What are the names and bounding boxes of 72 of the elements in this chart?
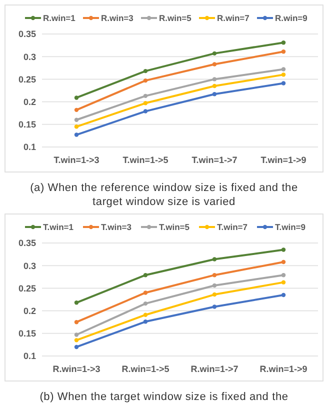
point [143, 301, 148, 306]
y-tick-label: 0.2 [23, 96, 36, 107]
point [281, 248, 286, 252]
point [74, 332, 79, 337]
point [281, 67, 286, 72]
legend-label: T.win=3 [101, 222, 132, 232]
legend-label: R.win=5 [159, 12, 192, 23]
legend-label: T.win=9 [275, 222, 306, 232]
x-tick-label: R.win=1->5 [122, 364, 170, 374]
point [281, 260, 286, 264]
x-tick-label: R.win=1->3 [52, 364, 100, 374]
x-tick-label: T.win=1->7 [192, 155, 238, 165]
point [212, 283, 217, 288]
point [143, 109, 148, 114]
y-tick-label: 0.25 [18, 74, 36, 84]
point [281, 40, 286, 45]
x-tick-label: R.win=1->9 [260, 364, 308, 374]
legend-label: R.win=7 [217, 12, 250, 23]
x-tick-label: R.win=1->7 [190, 364, 238, 374]
legend-label: T.win=7 [217, 222, 248, 232]
y-tick-label: 0.25 [18, 283, 36, 294]
y-tick-label: 0.15 [18, 120, 36, 130]
point [74, 344, 79, 350]
point [212, 77, 217, 82]
point [143, 312, 148, 317]
point [281, 272, 286, 278]
x-tick-label: T.win=1->9 [260, 155, 306, 165]
legend-label: R.win=9 [275, 12, 308, 23]
point [74, 124, 79, 129]
point [281, 50, 286, 54]
x-tick-label: T.win=1->5 [122, 155, 168, 165]
point [212, 304, 217, 309]
point [212, 84, 217, 88]
legend-label: R.win=1 [43, 12, 76, 23]
legend-label: T.win=1 [43, 222, 74, 232]
point [74, 132, 79, 137]
point [143, 78, 148, 83]
y-tick-label: 0.1 [23, 351, 36, 362]
y-tick-label: 0.2 [23, 306, 36, 316]
point [281, 81, 286, 86]
point [143, 290, 148, 295]
point [74, 320, 79, 324]
point [212, 292, 217, 297]
point [74, 96, 79, 100]
point [281, 72, 286, 77]
y-tick-label: 0.15 [18, 328, 36, 339]
text: (b) When the target window size is fixed and the [40, 391, 288, 403]
legend-label: R.win=3 [101, 12, 134, 23]
point [281, 280, 286, 284]
legend-label: T.win=5 [159, 222, 190, 232]
point [143, 272, 148, 278]
point [143, 101, 148, 106]
point [143, 320, 148, 324]
point [212, 62, 217, 66]
point [212, 92, 217, 96]
y-tick-label: 0.3 [23, 52, 36, 62]
y-tick-label: 0.3 [23, 260, 36, 271]
point [281, 292, 286, 298]
point [74, 300, 79, 305]
point [143, 94, 148, 98]
point [143, 68, 148, 74]
y-tick-label: 0.35 [18, 29, 36, 40]
point [74, 118, 79, 122]
point [212, 51, 217, 56]
point [212, 257, 217, 262]
y-tick-label: 0.1 [23, 142, 36, 152]
point [74, 108, 79, 112]
text: (a) When the reference window size is fixed and the target window size is varied [30, 182, 298, 208]
y-tick-label: 0.35 [18, 238, 36, 248]
point [74, 338, 79, 342]
x-tick-label: T.win=1->3 [54, 155, 100, 165]
point [212, 272, 217, 278]
